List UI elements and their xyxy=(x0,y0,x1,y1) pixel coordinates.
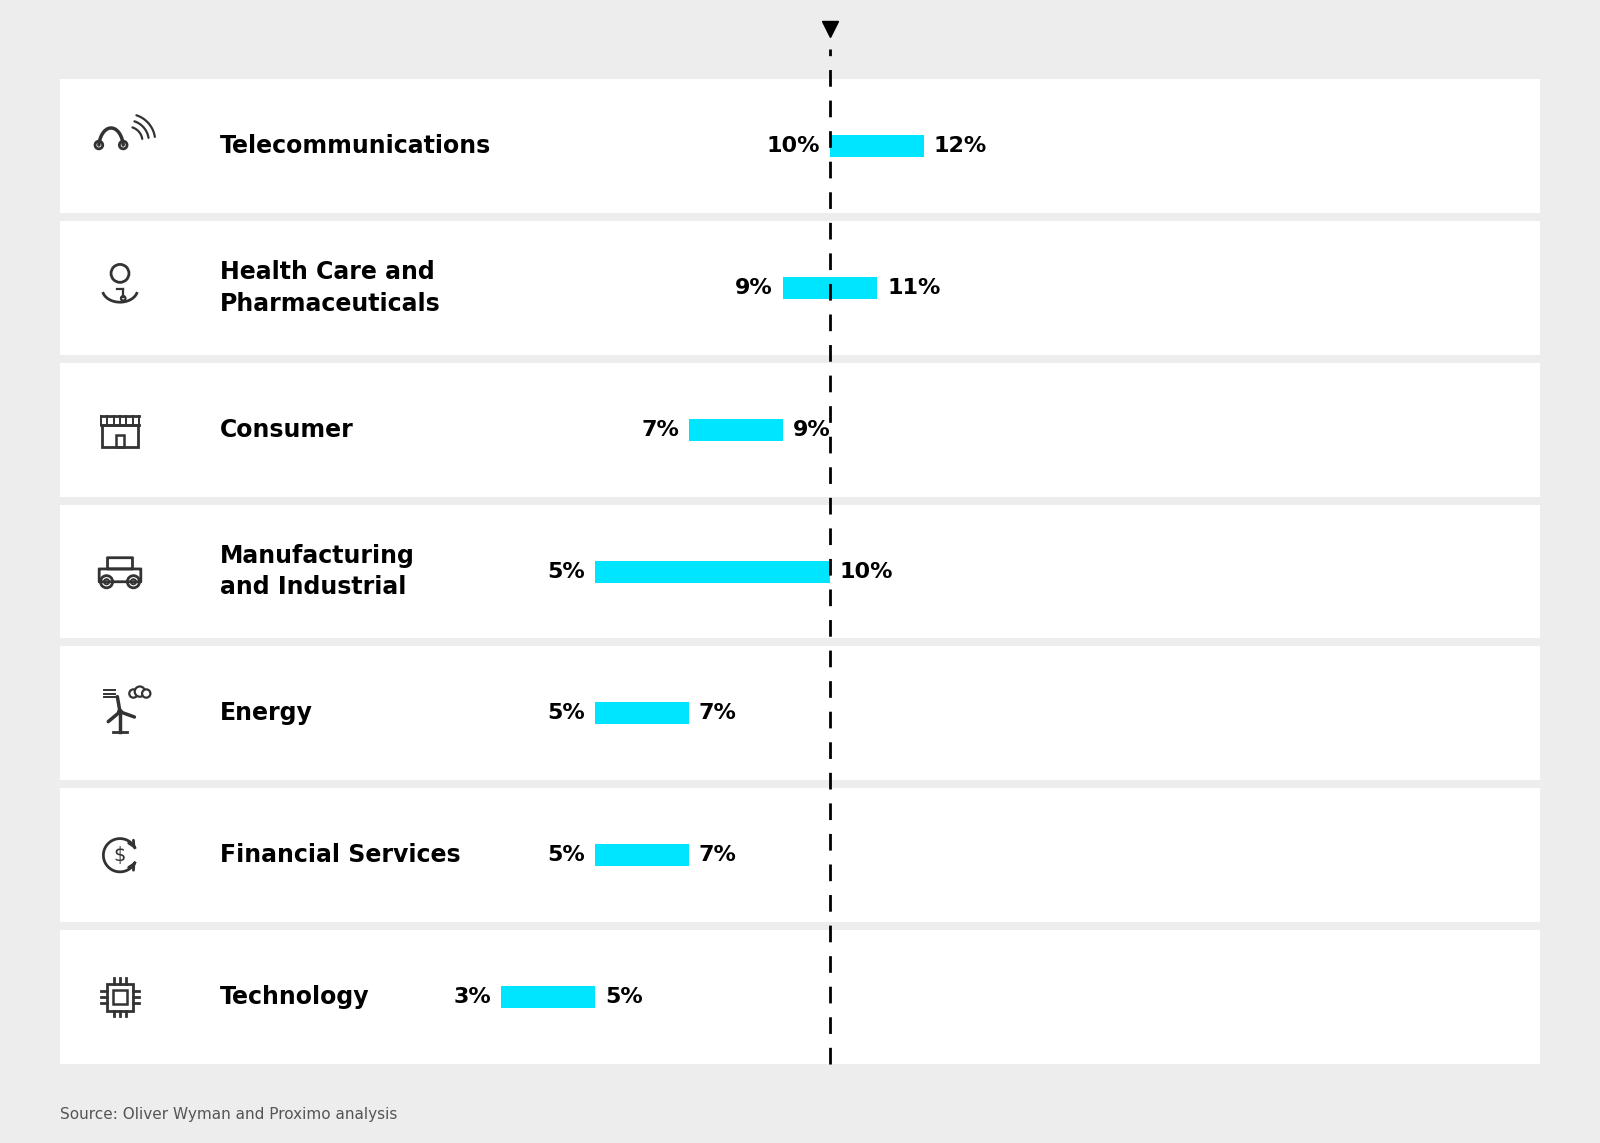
Text: Health Care and
Pharmaceuticals: Health Care and Pharmaceuticals xyxy=(221,259,440,315)
Text: 5%: 5% xyxy=(547,703,586,724)
Text: 7%: 7% xyxy=(642,419,678,440)
Circle shape xyxy=(142,689,150,697)
Bar xyxy=(114,990,126,1004)
Circle shape xyxy=(118,710,122,714)
Text: 10%: 10% xyxy=(840,561,893,582)
Text: Financial Services: Financial Services xyxy=(221,844,461,868)
Text: 5%: 5% xyxy=(547,845,586,865)
Circle shape xyxy=(134,687,146,697)
Text: Energy: Energy xyxy=(221,702,314,726)
Text: 9%: 9% xyxy=(736,278,773,298)
Text: Source: Oliver Wyman and Proximo analysis: Source: Oliver Wyman and Proximo analysi… xyxy=(61,1108,397,1122)
Text: 9%: 9% xyxy=(794,419,830,440)
Text: Technology: Technology xyxy=(221,985,370,1009)
Bar xyxy=(595,560,830,583)
Text: 5%: 5% xyxy=(547,561,586,582)
Bar xyxy=(102,425,138,447)
Bar xyxy=(61,79,1539,213)
Bar xyxy=(61,221,1539,354)
Text: $: $ xyxy=(114,846,126,865)
Bar xyxy=(61,362,1539,496)
Bar xyxy=(782,277,877,298)
Text: 7%: 7% xyxy=(699,845,738,865)
Bar xyxy=(595,845,690,866)
Bar xyxy=(61,647,1539,781)
Bar xyxy=(61,789,1539,922)
Bar xyxy=(61,930,1539,1064)
Text: 12%: 12% xyxy=(934,136,987,155)
Bar xyxy=(830,135,925,157)
Text: 3%: 3% xyxy=(453,988,491,1007)
Text: Telecommunications: Telecommunications xyxy=(221,134,491,158)
Text: 10%: 10% xyxy=(766,136,819,155)
Bar xyxy=(107,984,133,1010)
Bar xyxy=(115,435,125,447)
Text: Manufacturing
and Industrial: Manufacturing and Industrial xyxy=(221,544,414,599)
Text: 7%: 7% xyxy=(699,703,738,724)
Text: 11%: 11% xyxy=(886,278,941,298)
Bar xyxy=(61,504,1539,639)
Circle shape xyxy=(130,689,138,697)
Bar xyxy=(690,418,782,441)
Text: Consumer: Consumer xyxy=(221,417,354,441)
Bar xyxy=(595,702,690,725)
Bar xyxy=(501,986,595,1008)
Text: 5%: 5% xyxy=(605,988,643,1007)
